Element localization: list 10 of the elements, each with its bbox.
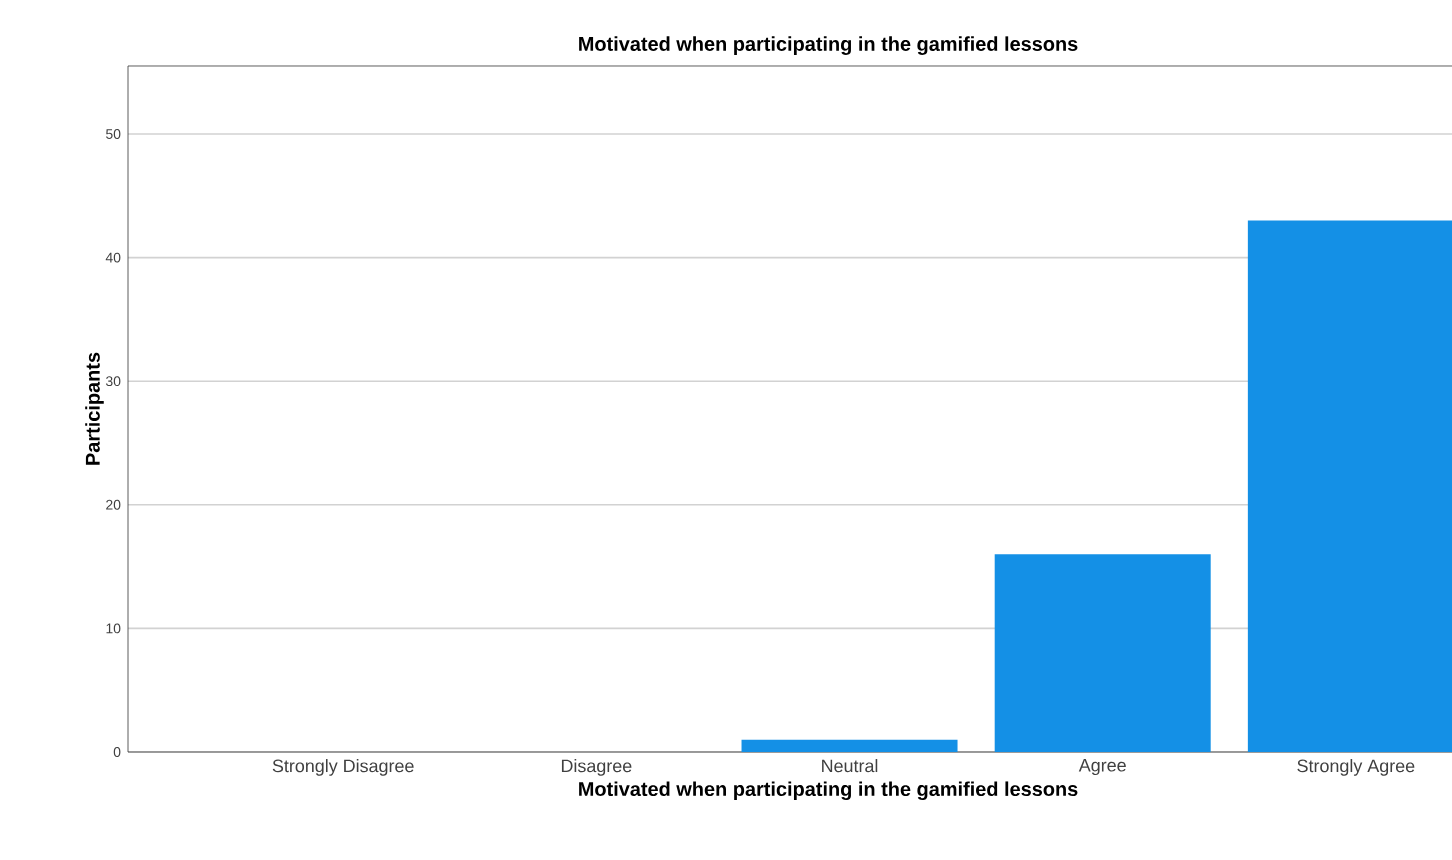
bar xyxy=(741,739,958,752)
bar xyxy=(994,554,1211,752)
x-tick-label: Strongly Agree xyxy=(1297,759,1415,776)
x-tick-label: Strongly Disagree xyxy=(272,759,414,776)
x-axis-title: Motivated when participating in the gamified lessons xyxy=(579,781,1078,801)
x-tick-label: Disagree xyxy=(561,759,632,776)
x-tick-label: Agree xyxy=(1078,759,1126,776)
chart-title: Motivated when participating in the gamified lessons xyxy=(579,36,1078,55)
x-tick-label: Neutral xyxy=(822,759,878,773)
y-axis-title: Participants xyxy=(85,352,104,465)
